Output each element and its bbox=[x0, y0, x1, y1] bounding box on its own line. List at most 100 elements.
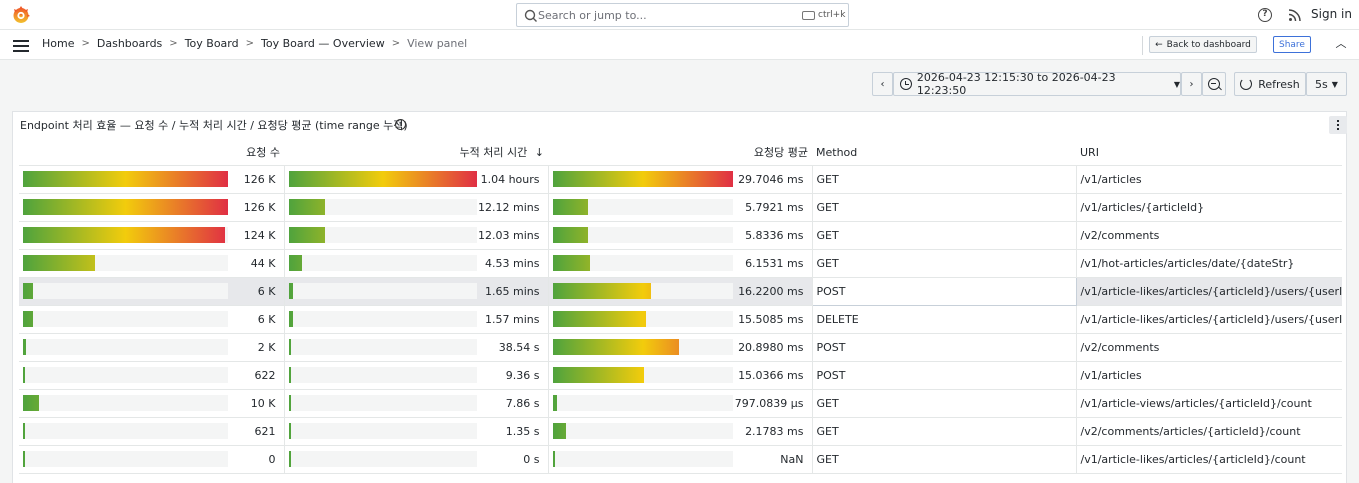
uri-cell[interactable]: /v1/hot-articles/articles/date/{dateStr} bbox=[1076, 249, 1342, 278]
search-input[interactable] bbox=[538, 6, 798, 24]
count-bar-value: 621 bbox=[254, 424, 276, 438]
help-icon[interactable]: ? bbox=[1258, 8, 1272, 22]
total-time-bar-track bbox=[288, 366, 477, 383]
uri-cell[interactable]: /v1/articles bbox=[1076, 361, 1342, 390]
column-header-method[interactable]: Method bbox=[812, 140, 1076, 166]
method-cell[interactable]: POST bbox=[811, 276, 1077, 306]
method-cell[interactable]: GET bbox=[812, 249, 1077, 278]
uri-cell[interactable]: /v2/comments bbox=[1076, 333, 1342, 362]
total-time-bar-value: 12.12 mins bbox=[478, 200, 540, 214]
table-row[interactable]: 622 9.36 s 15.0366 ms POST/v1/articles bbox=[19, 361, 1342, 390]
uri-cell[interactable]: /v1/article-views/articles/{articleId}/c… bbox=[1076, 389, 1342, 418]
uri-cell[interactable]: /v2/comments bbox=[1076, 221, 1342, 250]
breadcrumb-overview[interactable]: Toy Board — Overview bbox=[261, 37, 385, 50]
method-cell[interactable]: GET bbox=[812, 445, 1077, 474]
time-range-back-button[interactable]: ‹ bbox=[872, 72, 893, 96]
count-bar-value: 44 K bbox=[250, 256, 276, 270]
total-time-bar-value: 1.57 mins bbox=[485, 312, 540, 326]
refresh-label: Refresh bbox=[1258, 77, 1300, 91]
time-range-picker[interactable]: 2026-04-23 12:15:30 to 2026-04-23 12:23:… bbox=[893, 71, 1181, 97]
count-bar-track bbox=[23, 254, 228, 271]
column-header-count[interactable]: 요청 수 bbox=[19, 140, 284, 166]
total-time-bar-value: 9.36 s bbox=[505, 368, 540, 382]
method-cell[interactable]: GET bbox=[812, 389, 1077, 418]
avg-bar-value: 5.7921 ms bbox=[745, 200, 804, 214]
method-cell[interactable]: DELETE bbox=[812, 305, 1077, 334]
table-row[interactable]: 6 K 1.57 mins 15.5085 ms DELETE/v1/article-… bbox=[19, 305, 1342, 334]
uri-cell[interactable]: /v1/articles bbox=[1076, 165, 1342, 194]
count-bar-track bbox=[23, 226, 228, 243]
total-time-bar bbox=[288, 366, 291, 383]
info-icon[interactable]: i bbox=[395, 119, 406, 130]
rss-feed-icon[interactable] bbox=[1288, 8, 1302, 22]
table-row[interactable]: 2 K 38.54 s 20.8980 ms POST/v2/comments bbox=[19, 333, 1342, 362]
total-time-bar bbox=[288, 254, 303, 271]
count-bar-value: 6 K bbox=[257, 312, 276, 326]
count-bar bbox=[23, 338, 27, 355]
table-cell: 5.8336 ms bbox=[548, 221, 813, 250]
column-header-total-time[interactable]: 누적 처리 시간 ↓ bbox=[284, 140, 548, 166]
method-cell[interactable]: GET bbox=[812, 417, 1077, 446]
panel-menu-icon[interactable] bbox=[1329, 116, 1347, 134]
table-cell: 20.8980 ms bbox=[548, 333, 813, 362]
count-bar-value: 10 K bbox=[250, 396, 276, 410]
table-cell: 1.35 s bbox=[284, 417, 549, 446]
method-cell[interactable]: GET bbox=[812, 221, 1077, 250]
back-to-dashboard-button[interactable]: ← Back to dashboard bbox=[1149, 36, 1257, 53]
avg-bar bbox=[552, 170, 733, 187]
table-row[interactable]: 6 K 1.65 mins 16.2200 ms POST/v1/article-li… bbox=[19, 276, 1342, 306]
grafana-logo-icon[interactable] bbox=[11, 5, 31, 25]
table-cell: 621 bbox=[19, 417, 285, 446]
table-cell: NaN bbox=[548, 445, 813, 474]
breadcrumb: Home > Dashboards > Toy Board > Toy Board —… bbox=[42, 37, 467, 50]
total-time-bar-value: 1.65 mins bbox=[485, 284, 540, 298]
uri-cell[interactable]: /v1/article-likes/articles/{articleId}/c… bbox=[1076, 445, 1342, 474]
method-cell[interactable]: POST bbox=[812, 333, 1077, 362]
breadcrumb-home[interactable]: Home bbox=[42, 37, 75, 50]
table-cell: 1.04 hours bbox=[284, 165, 549, 194]
search-bar[interactable]: ctrl+k bbox=[516, 3, 849, 27]
method-cell[interactable]: POST bbox=[812, 361, 1077, 390]
count-bar bbox=[23, 310, 33, 327]
refresh-interval-picker[interactable]: 5s ▼ bbox=[1306, 72, 1347, 96]
count-bar-track bbox=[23, 394, 228, 411]
table-row[interactable]: 124 K 12.03 mins 5.8336 ms GET/v2/comments bbox=[19, 221, 1342, 250]
table-cell: 124 K bbox=[19, 221, 285, 250]
sign-in-link[interactable]: Sign in bbox=[1311, 7, 1352, 21]
breadcrumb-dashboards[interactable]: Dashboards bbox=[96, 37, 163, 50]
uri-cell[interactable]: /v1/articles/{articleId} bbox=[1076, 193, 1342, 222]
method-cell[interactable]: GET bbox=[812, 193, 1077, 222]
total-time-bar bbox=[288, 394, 291, 411]
table-row[interactable]: 126 K 1.04 hours 29.7046 ms GET/v1/articles bbox=[19, 165, 1342, 194]
avg-bar-value: 5.8336 ms bbox=[745, 228, 804, 242]
column-header-uri[interactable]: URI bbox=[1076, 140, 1342, 166]
table-cell: 7.86 s bbox=[284, 389, 549, 418]
table-cell: 622 bbox=[19, 361, 285, 390]
breadcrumb-toy-board[interactable]: Toy Board bbox=[184, 37, 239, 50]
avg-bar bbox=[552, 422, 566, 439]
table-row[interactable]: 44 K 4.53 mins 6.1531 ms GET/v1/hot-article… bbox=[19, 249, 1342, 278]
hamburger-menu-icon[interactable] bbox=[13, 40, 29, 52]
table-cell: 12.12 mins bbox=[284, 193, 549, 222]
count-bar-value: 124 K bbox=[243, 228, 276, 242]
table-cell: 12.03 mins bbox=[284, 221, 549, 250]
zoom-out-button[interactable] bbox=[1202, 72, 1226, 96]
table-row[interactable]: 10 K 7.86 s 797.0839 µs GET/v1/article-view… bbox=[19, 389, 1342, 418]
table-row[interactable]: 0 0 s NaN GET/v1/article-likes/articles/{ar… bbox=[19, 445, 1342, 474]
chevron-up-icon[interactable]: ︿ bbox=[1335, 37, 1347, 50]
avg-bar-value: NaN bbox=[780, 452, 804, 466]
table-row[interactable]: 621 1.35 s 2.1783 ms GET/v2/comments/articl… bbox=[19, 417, 1342, 446]
method-cell[interactable]: GET bbox=[812, 165, 1077, 194]
uri-cell[interactable]: /v1/article-likes/articles/{articleId}/u… bbox=[1076, 277, 1342, 306]
share-button[interactable]: Share bbox=[1273, 36, 1311, 53]
time-range-forward-button[interactable]: › bbox=[1181, 72, 1202, 96]
table-row[interactable]: 126 K 12.12 mins 5.7921 ms GET/v1/articles/… bbox=[19, 193, 1342, 222]
table-cell: 9.36 s bbox=[284, 361, 549, 390]
uri-cell[interactable]: /v1/article-likes/articles/{articleId}/u… bbox=[1076, 305, 1342, 334]
refresh-button[interactable]: Refresh bbox=[1234, 72, 1306, 96]
avg-bar-track bbox=[552, 450, 733, 467]
count-bar-value: 126 K bbox=[243, 172, 276, 186]
total-time-bar bbox=[288, 450, 291, 467]
uri-cell[interactable]: /v2/comments/articles/{articleId}/count bbox=[1076, 417, 1342, 446]
column-header-avg[interactable]: 요청당 평균 bbox=[548, 140, 812, 166]
